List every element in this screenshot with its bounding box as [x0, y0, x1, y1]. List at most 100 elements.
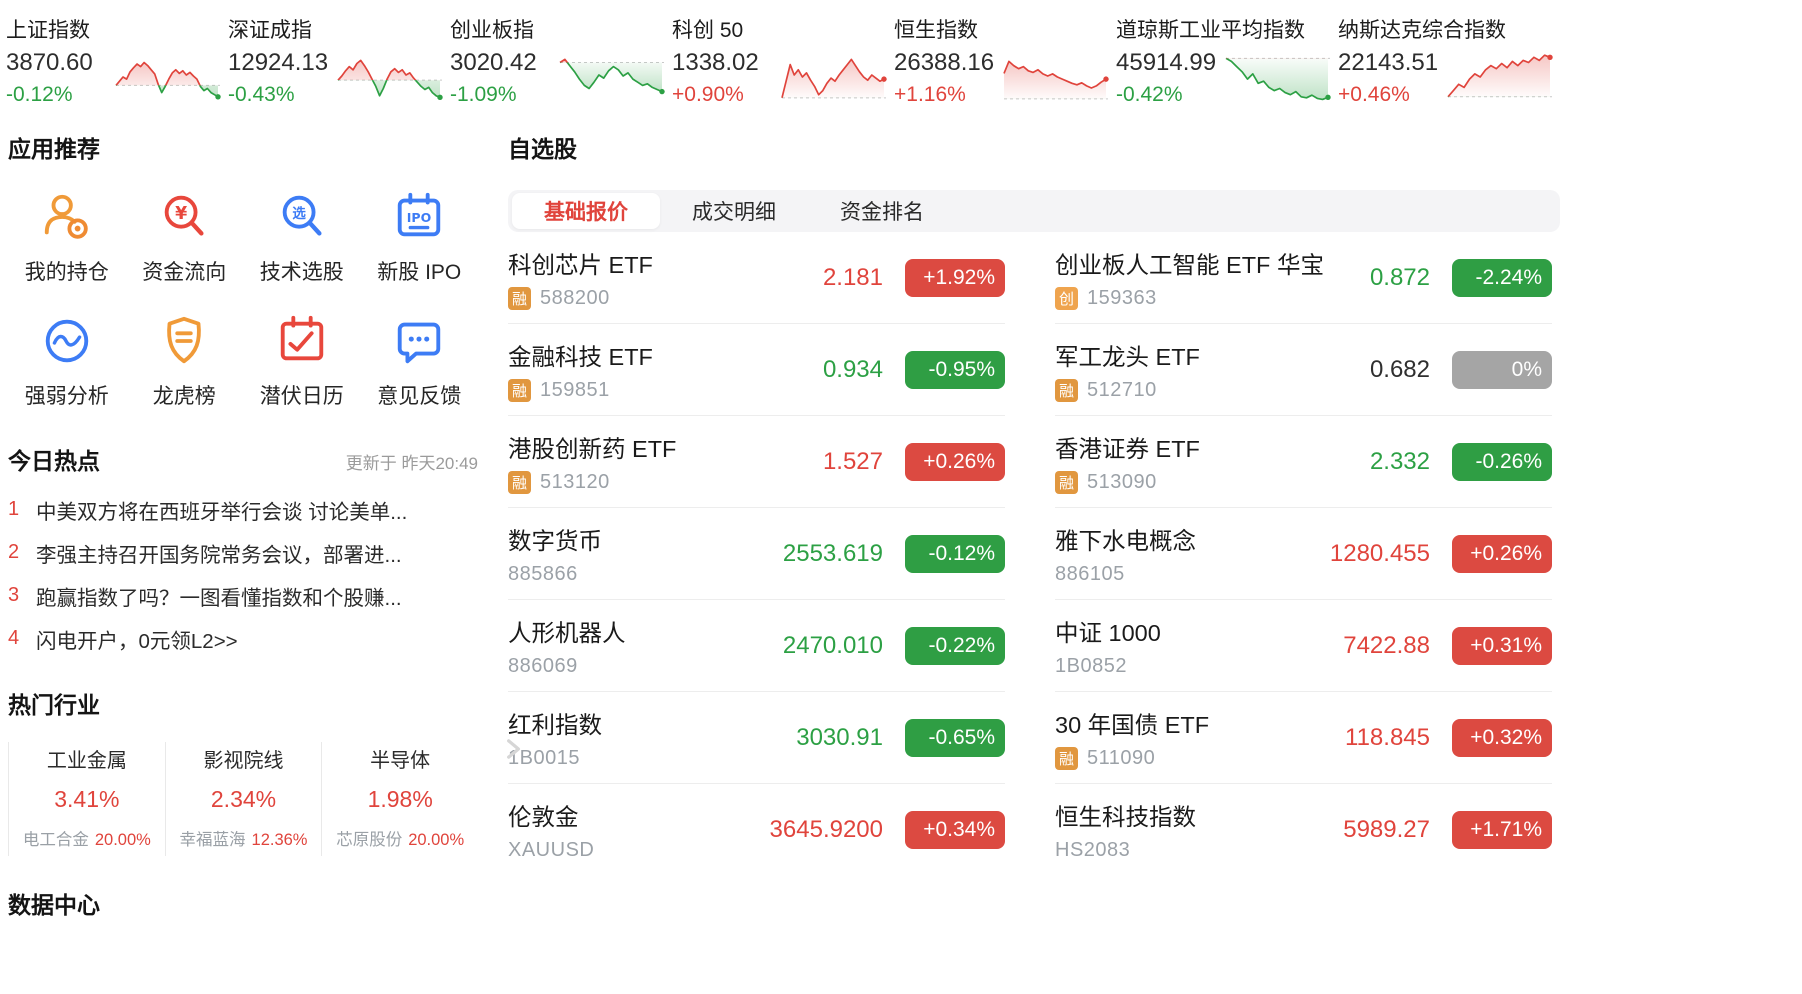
app-item[interactable]: 意见反馈	[361, 314, 479, 410]
app-item[interactable]: 选 技术选股	[243, 190, 361, 286]
index-sparkline	[780, 46, 894, 111]
change-badge: +0.31%	[1452, 626, 1552, 665]
stock-code: 886105	[1055, 562, 1125, 585]
stock-code: 513120	[540, 470, 610, 493]
news-item[interactable]: 1 中美双方将在西班牙举行会谈 讨论美单...	[8, 488, 478, 531]
stock-row[interactable]: 金融科技 ETF 融 159851 0.934 -0.95%	[508, 324, 1005, 416]
stock-row[interactable]: 伦敦金 XAUUSD 3645.9200 +0.34%	[508, 784, 1005, 875]
index-name: 纳斯达克综合指数	[1338, 19, 1506, 42]
industry-item[interactable]: 影视院线 2.34% 幸福蓝海 12.36%	[164, 742, 322, 856]
data-center-header: 数据中心	[8, 886, 478, 920]
ipo-icon: IPO	[392, 190, 446, 244]
top-stock-name: 芯原股份	[336, 831, 403, 849]
index-sparkline	[558, 46, 672, 111]
news-headline: 李强主持召开国务院常务会议，部署进...	[36, 543, 402, 567]
stock-row[interactable]: 港股创新药 ETF 融 513120 1.527 +0.26%	[508, 416, 1005, 508]
stock-name: 数字货币	[508, 527, 602, 554]
change-badge: +0.26%	[905, 442, 1005, 481]
industry-top-stock: 电工合金 20.00%	[9, 826, 165, 850]
stock-row[interactable]: 恒生科技指数 HS2083 5989.27 +1.71%	[1055, 784, 1552, 875]
stock-row[interactable]: 创业板人工智能 ETF 华宝 创 159363 0.872 -2.24%	[1055, 232, 1552, 324]
app-item[interactable]: 强弱分析	[8, 314, 126, 410]
stock-row[interactable]: 中证 1000 1B0852 7422.88 +0.31%	[1055, 600, 1552, 692]
index-card[interactable]: 创业板指 3020.42 -1.09%	[450, 12, 672, 110]
section-title-hot-news: 今日热点	[8, 448, 100, 474]
stock-code: 513090	[1087, 470, 1157, 493]
watchlist-tab[interactable]: 基础报价	[512, 193, 660, 229]
app-label: 我的持仓	[24, 261, 109, 284]
news-rank: 1	[8, 498, 20, 520]
index-name: 道琼斯工业平均指数	[1116, 19, 1305, 42]
index-card[interactable]: 道琼斯工业平均指数 45914.99 -0.42%	[1116, 12, 1338, 110]
stock-meta: 1B0015	[508, 747, 796, 770]
index-card[interactable]: 恒生指数 26388.16 +1.16%	[894, 12, 1116, 110]
index-card[interactable]: 深证成指 12924.13 -0.43%	[228, 12, 450, 110]
stock-code: 885866	[508, 562, 578, 585]
margin-tag: 创	[1055, 286, 1078, 310]
app-item[interactable]: 我的持仓	[8, 190, 126, 286]
stock-info: 人形机器人 886069	[508, 614, 783, 678]
stock-code: 886069	[508, 654, 578, 677]
stock-code: 512710	[1087, 378, 1157, 401]
stock-select-icon: 选	[275, 190, 329, 244]
index-card[interactable]: 科创 50 1338.02 +0.90%	[672, 12, 894, 110]
stock-row[interactable]: 人形机器人 886069 2470.010 -0.22%	[508, 600, 1005, 692]
index-value: 12924.13	[228, 49, 329, 76]
watchlist-panel: 自选股 基础报价 成交明细 资金排名 科创芯片 ETF	[508, 130, 1560, 920]
app-label: 技术选股	[259, 261, 344, 284]
index-card[interactable]: 上证指数 3870.60 -0.12%	[6, 12, 228, 110]
app-item[interactable]: IPO 新股 IPO	[361, 190, 479, 286]
change-badge: +1.71%	[1452, 810, 1552, 849]
industries-row: 工业金属 3.41% 电工合金 20.00% 影视院线 2.34% 幸福蓝海 12.…	[8, 742, 478, 856]
index-change: +1.16%	[894, 83, 966, 106]
stock-row[interactable]: 雅下水电概念 886105 1280.455 +0.26%	[1055, 508, 1552, 600]
index-value: 26388.16	[894, 49, 995, 76]
app-item[interactable]: 潜伏日历	[243, 314, 361, 410]
news-item[interactable]: 3 跑赢指数了吗？一图看懂指数和个股赚...	[8, 574, 478, 617]
news-item[interactable]: 4 闪电开户，0元领L2>>	[8, 617, 478, 660]
industry-change: 1.98%	[367, 786, 433, 812]
strength-analysis-icon	[40, 314, 94, 368]
industry-change: 3.41%	[54, 786, 120, 812]
index-name: 创业板指	[450, 19, 534, 42]
stock-row[interactable]: 数字货币 885866 2553.619 -0.12%	[508, 508, 1005, 600]
margin-tag: 融	[508, 470, 531, 494]
stock-meta: 886069	[508, 655, 783, 678]
index-value: 22143.51	[1338, 49, 1439, 76]
industry-item[interactable]: 半导体 1.98% 芯原股份 20.00%	[321, 742, 478, 856]
change-badge: -0.95%	[905, 350, 1005, 389]
industries-header: 热门行业	[8, 686, 478, 720]
app-item[interactable]: 龙虎榜	[126, 314, 244, 410]
stock-row[interactable]: 红利指数 1B0015 3030.91 -0.65%	[508, 692, 1005, 784]
change-badge: -0.65%	[905, 718, 1005, 757]
index-strip: 上证指数 3870.60 -0.12% 深证成指 12924.13 -0.43%…	[0, 0, 1564, 110]
news-item[interactable]: 2 李强主持召开国务院常务会议，部署进...	[8, 531, 478, 574]
news-headline: 闪电开户，0元领L2>>	[36, 629, 238, 653]
stock-code: 1B0852	[1055, 654, 1127, 677]
news-list: 1 中美双方将在西班牙举行会谈 讨论美单... 2 李强主持召开国务院常务会议，…	[8, 488, 478, 660]
change-badge: +1.92%	[905, 258, 1005, 297]
stock-code: XAUUSD	[508, 838, 595, 861]
watchlist-tab[interactable]: 成交明细	[692, 201, 776, 224]
news-rank: 4	[8, 627, 20, 649]
watchlist-tab[interactable]: 资金排名	[840, 201, 924, 224]
chevron-right-icon[interactable]	[500, 736, 526, 762]
stock-code: 1B0015	[508, 746, 580, 769]
top-stock-change: 20.00%	[408, 831, 465, 849]
stock-row[interactable]: 30 年国债 ETF 融 511090 118.845 +0.32%	[1055, 692, 1552, 784]
stock-meta: 融 513090	[1055, 470, 1370, 494]
index-card[interactable]: 纳斯达克综合指数 22143.51 +0.46%	[1338, 12, 1560, 110]
svg-text:¥: ¥	[175, 204, 187, 224]
stock-row[interactable]: 军工龙头 ETF 融 512710 0.682 0%	[1055, 324, 1552, 416]
stock-price: 0.872	[1369, 263, 1430, 291]
portfolio-icon	[40, 190, 94, 244]
index-sparkline	[1446, 46, 1560, 111]
app-item[interactable]: ¥ 资金流向	[126, 190, 244, 286]
stock-price: 1.527	[822, 447, 883, 475]
stock-info: 红利指数 1B0015	[508, 706, 796, 770]
stock-row[interactable]: 科创芯片 ETF 融 588200 2.181 +1.92%	[508, 232, 1005, 324]
stock-row[interactable]: 香港证券 ETF 融 513090 2.332 -0.26%	[1055, 416, 1552, 508]
stock-info: 中证 1000 1B0852	[1055, 614, 1343, 678]
stock-info: 军工龙头 ETF 融 512710	[1055, 338, 1370, 402]
industry-item[interactable]: 工业金属 3.41% 电工合金 20.00%	[8, 742, 165, 856]
